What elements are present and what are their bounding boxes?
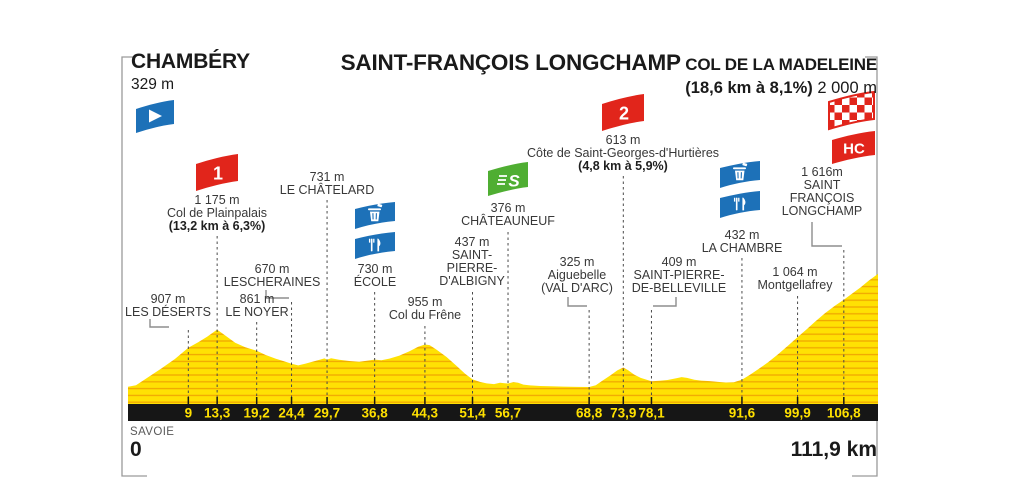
waypoint-elbow-connector — [653, 297, 677, 307]
category-1-climb-flag-icon: 1 — [196, 154, 238, 191]
waypoint-elbow-connector — [567, 297, 587, 307]
km-tick-label: 91,6 — [729, 406, 756, 421]
svg-text:1: 1 — [213, 164, 223, 184]
km-tick-label: 68,8 — [576, 406, 603, 421]
waypoint-label: 861 m LE NOYER — [225, 292, 288, 319]
region-label: SAVOIE — [130, 426, 175, 438]
category-2-climb-flag-icon: 2 — [602, 94, 644, 131]
checkered-flag-icon — [828, 90, 875, 131]
waypoint-label: 955 m Col du Frêne — [389, 295, 461, 322]
waypoint-elbow-connector — [149, 319, 169, 328]
distance-axis-bar — [128, 404, 878, 421]
finish-climb-gradient: (18,6 km à 8,1%) — [685, 79, 813, 97]
elevation-profile-area — [128, 273, 878, 404]
km-tick-label: 19,2 — [244, 406, 270, 421]
finish-flags-icon: HC — [828, 90, 875, 164]
svg-text:S: S — [508, 172, 520, 191]
waypoint-label: 432 m LA CHAMBRE — [702, 228, 783, 255]
waypoint-label: 1 175 m Col de Plainpalais (13,2 km à 6,3%… — [167, 193, 267, 233]
waypoint-label: 325 m Aiguebelle (VAL D'ARC) — [541, 255, 613, 295]
km-tick-label: 73,9 — [610, 406, 636, 421]
start-header: CHAMBÉRY 329 m — [131, 50, 250, 94]
finish-bracket — [852, 56, 878, 477]
start-flag-icon — [136, 100, 174, 133]
km-tick-label: 106,8 — [827, 406, 861, 421]
waste-zone-flag-icon — [355, 202, 395, 229]
start-bracket — [121, 56, 147, 477]
total-distance-label: 111,9 km — [790, 438, 877, 461]
km-tick-label: 99,9 — [784, 406, 810, 421]
km-tick-label: 78,1 — [638, 406, 665, 421]
feed-station-flag-icon — [355, 232, 395, 259]
finish-header: SAINT-FRANÇOIS LONGCHAMP COL DE LA MADEL… — [340, 50, 878, 98]
km-tick-label: 44,3 — [412, 406, 439, 421]
km-tick-label: 56,7 — [495, 406, 521, 421]
waypoint-label: 437 m SAINT-PIERRE-D'ALBIGNY — [439, 235, 505, 288]
svg-text:2: 2 — [619, 104, 629, 124]
waypoint-label: 907 m LES DÉSERTS — [125, 292, 211, 319]
km-tick-label: 9 — [185, 406, 193, 421]
finish-elevation: 2 000 m — [817, 79, 877, 97]
finish-town-name: SAINT-FRANÇOIS LONGCHAMP — [340, 50, 681, 75]
waypoint-elbow-connector — [811, 222, 842, 247]
km-tick-label: 36,8 — [362, 406, 389, 421]
feed-zone-flags-icon — [720, 161, 760, 218]
km-tick-label: 24,4 — [278, 406, 305, 421]
hc-climb-flag-icon: HC — [832, 131, 875, 164]
finish-detail-line: (18,6 km à 8,1%) 2 000 m — [341, 79, 877, 98]
finish-title-line: SAINT-FRANÇOIS LONGCHAMP COL DE LA MADEL… — [340, 50, 878, 76]
waypoint-label: 613 m Côte de Saint-Georges-d'Hurtières (4… — [527, 133, 719, 173]
waypoint-label: 1 064 m Montgellafrey — [757, 265, 833, 292]
waste-zone-flag-icon — [720, 161, 760, 188]
start-town-name: CHAMBÉRY — [131, 50, 250, 73]
km-tick-label: 29,7 — [314, 406, 340, 421]
feed-station-flag-icon — [720, 191, 760, 218]
waypoint-label: 1 616m SAINT FRANÇOIS LONGCHAMP — [782, 165, 863, 218]
sprint-flag-icon: S — [488, 162, 528, 196]
waypoint-label: 730 m ÉCOLE — [354, 262, 396, 289]
waypoint-label: 409 m SAINT-PIERRE-DE-BELLEVILLE — [632, 255, 727, 295]
waypoint-label: 731 m LE CHÂTELARD — [280, 170, 374, 197]
finish-col-name: COL DE LA MADELEINE — [685, 55, 877, 74]
start-distance-label: 0 — [130, 438, 142, 461]
waypoint-elbow-connector — [265, 290, 289, 299]
km-tick-label: 13,3 — [204, 406, 231, 421]
waypoint-label: 670 m LESCHERAINES — [224, 262, 321, 289]
svg-text:HC: HC — [843, 141, 865, 158]
km-tick-label: 51,4 — [459, 406, 486, 421]
waypoint-label: 376 m CHÂTEAUNEUF — [461, 201, 555, 228]
start-elevation: 329 m — [131, 76, 175, 93]
feed-zone-flags-icon — [355, 202, 395, 259]
